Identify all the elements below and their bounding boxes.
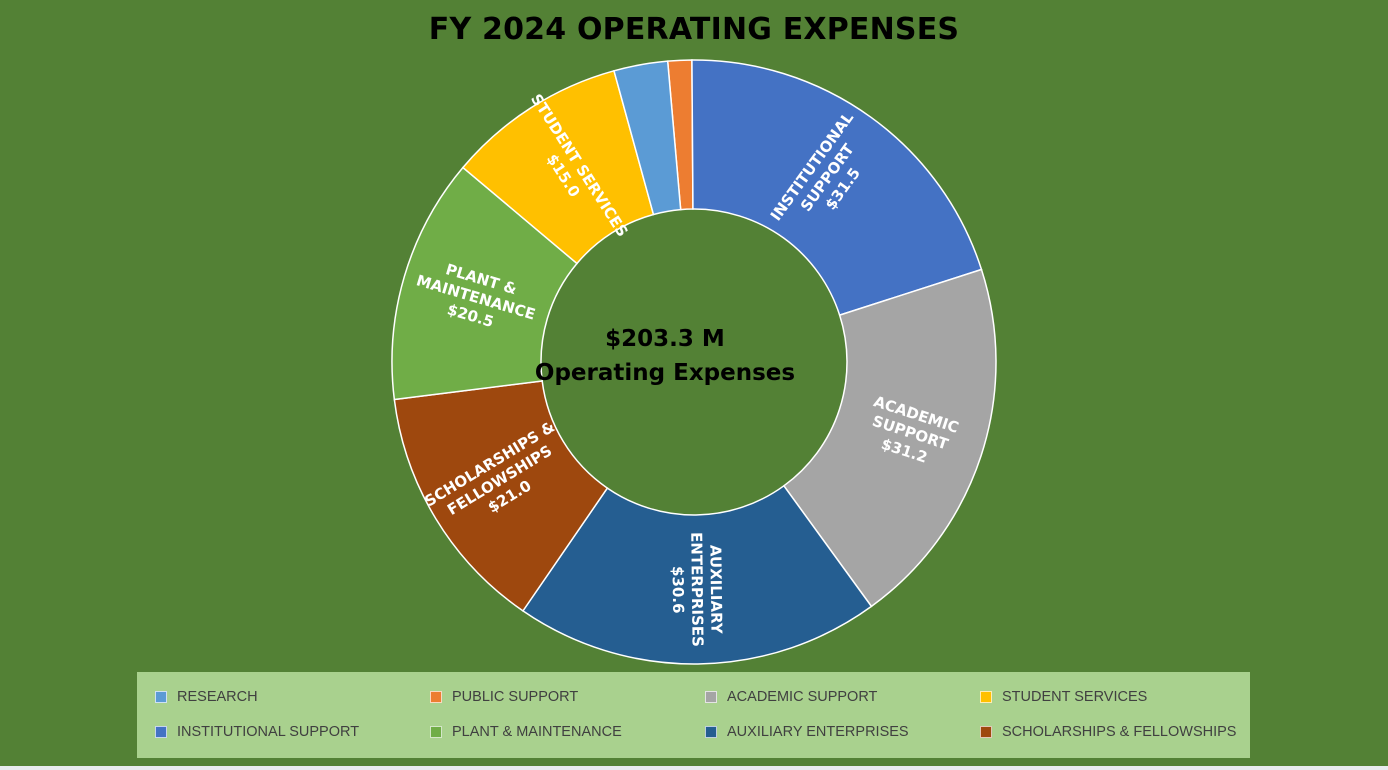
chart-title: FY 2024 OPERATING EXPENSES: [428, 12, 960, 47]
legend-label: PLANT & MAINTENANCE: [452, 724, 622, 740]
legend-item-public-support: PUBLIC SUPPORT: [430, 689, 578, 705]
legend-label: INSTITUTIONAL SUPPORT: [177, 724, 360, 740]
slice-label-line: AUXILIARY: [706, 545, 725, 635]
legend-item-auxiliary-enterprises: AUXILIARY ENTERPRISES: [705, 724, 909, 740]
legend-label: RESEARCH: [177, 689, 258, 705]
slice-academic-support: [782, 268, 997, 608]
legend-item-institutional-support: INSTITUTIONAL SUPPORT: [155, 724, 359, 740]
legend-swatch: [430, 691, 442, 703]
legend-swatch: [155, 691, 167, 703]
slice-label-line: ENTERPRISES: [687, 532, 706, 647]
legend-label: SCHOLARSHIPS & FELLOWSHIPS: [1002, 724, 1237, 740]
center-caption: Operating Expenses: [535, 360, 795, 386]
legend-item-academic-support: ACADEMIC SUPPORT: [705, 689, 877, 705]
legend-label: ACADEMIC SUPPORT: [727, 689, 878, 705]
chart-legend: RESEARCH PUBLIC SUPPORT ACADEMIC SUPPORT ST…: [137, 672, 1250, 758]
center-total: $203.3 M: [605, 326, 725, 352]
legend-label: PUBLIC SUPPORT: [452, 689, 579, 705]
legend-label: AUXILIARY ENTERPRISES: [727, 724, 909, 740]
legend-swatch: [705, 691, 717, 703]
donut-slices: [391, 59, 997, 665]
slice-label-auxiliary-enterprises: AUXILIARYENTERPRISES$30.6: [668, 532, 725, 648]
legend-swatch: [980, 726, 992, 738]
legend-item-student-services: STUDENT SERVICES: [980, 689, 1147, 705]
bottom-strip: [0, 766, 1388, 770]
slice-label-line: $30.6: [669, 566, 688, 614]
legend-item-research: RESEARCH: [155, 689, 258, 705]
slice-label-academic-support: ACADEMICSUPPORT$31.2: [860, 392, 961, 473]
slice-institutional-support: [691, 59, 983, 317]
legend-label: STUDENT SERVICES: [1002, 689, 1148, 705]
slice-auxiliary-enterprises: [521, 484, 873, 665]
legend-item-plant-and-maintenance: PLANT & MAINTENANCE: [430, 724, 622, 740]
legend-item-scholarships-and-fellowships: SCHOLARSHIPS & FELLOWSHIPS: [980, 724, 1236, 740]
slice-research: [613, 60, 682, 216]
legend-swatch: [155, 726, 167, 738]
legend-swatch: [705, 726, 717, 738]
legend-swatch: [980, 691, 992, 703]
slice-scholarships-and-fellowships: [393, 380, 609, 612]
legend-swatch: [430, 726, 442, 738]
